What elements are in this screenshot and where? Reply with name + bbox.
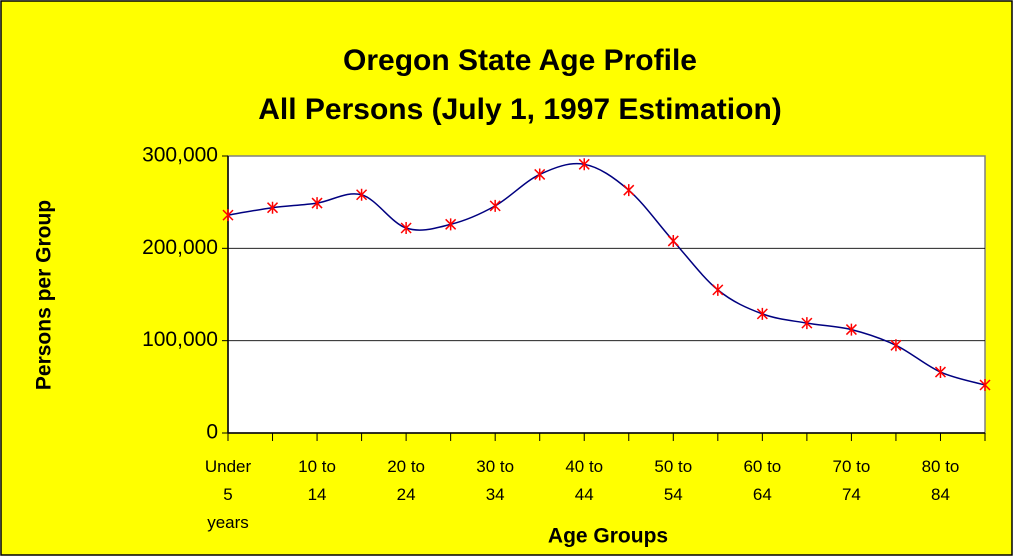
y-tick-label: 300,000 [142, 144, 218, 167]
x-axis-label: Age Groups [548, 525, 668, 548]
data-marker [222, 209, 234, 222]
x-tick-label: 30 to 34 [476, 457, 515, 504]
data-marker [356, 188, 368, 201]
x-tick-label: 80 to 84 [921, 457, 960, 504]
x-tick-label: 40 to 44 [565, 457, 604, 504]
data-marker [979, 378, 991, 391]
plot-area [227, 155, 986, 434]
data-marker [266, 201, 279, 214]
data-marker [400, 222, 412, 235]
x-tick-label: 70 to 74 [832, 457, 871, 504]
data-marker [311, 197, 323, 210]
chart-title: Oregon State Age Profile [343, 44, 697, 77]
data-marker [712, 283, 724, 296]
y-tick-label: 100,000 [142, 328, 218, 351]
data-marker [934, 366, 947, 379]
data-marker [845, 323, 857, 336]
data-marker [667, 234, 679, 247]
y-tick-label: 0 [206, 421, 218, 444]
x-tick-label: Under 5 years [204, 457, 252, 532]
x-tick-label: 10 to 14 [298, 457, 336, 504]
data-marker [801, 317, 813, 330]
y-axis-label: Persons per Group [33, 200, 56, 390]
data-marker [445, 218, 457, 231]
x-tick-label: 50 to 54 [654, 457, 693, 504]
data-marker [623, 184, 635, 197]
data-line [227, 162, 986, 386]
x-tick-label: 20 to 24 [387, 457, 426, 504]
x-tick-label: 60 to 64 [743, 457, 782, 504]
data-marker [489, 199, 501, 212]
y-tick-label: 200,000 [142, 236, 218, 259]
data-marker [890, 339, 902, 352]
data-marker [534, 168, 546, 181]
data-marker [756, 307, 768, 320]
chart-subtitle: All Persons (July 1, 1997 Estimation) [258, 93, 782, 126]
data-marker [578, 158, 590, 171]
